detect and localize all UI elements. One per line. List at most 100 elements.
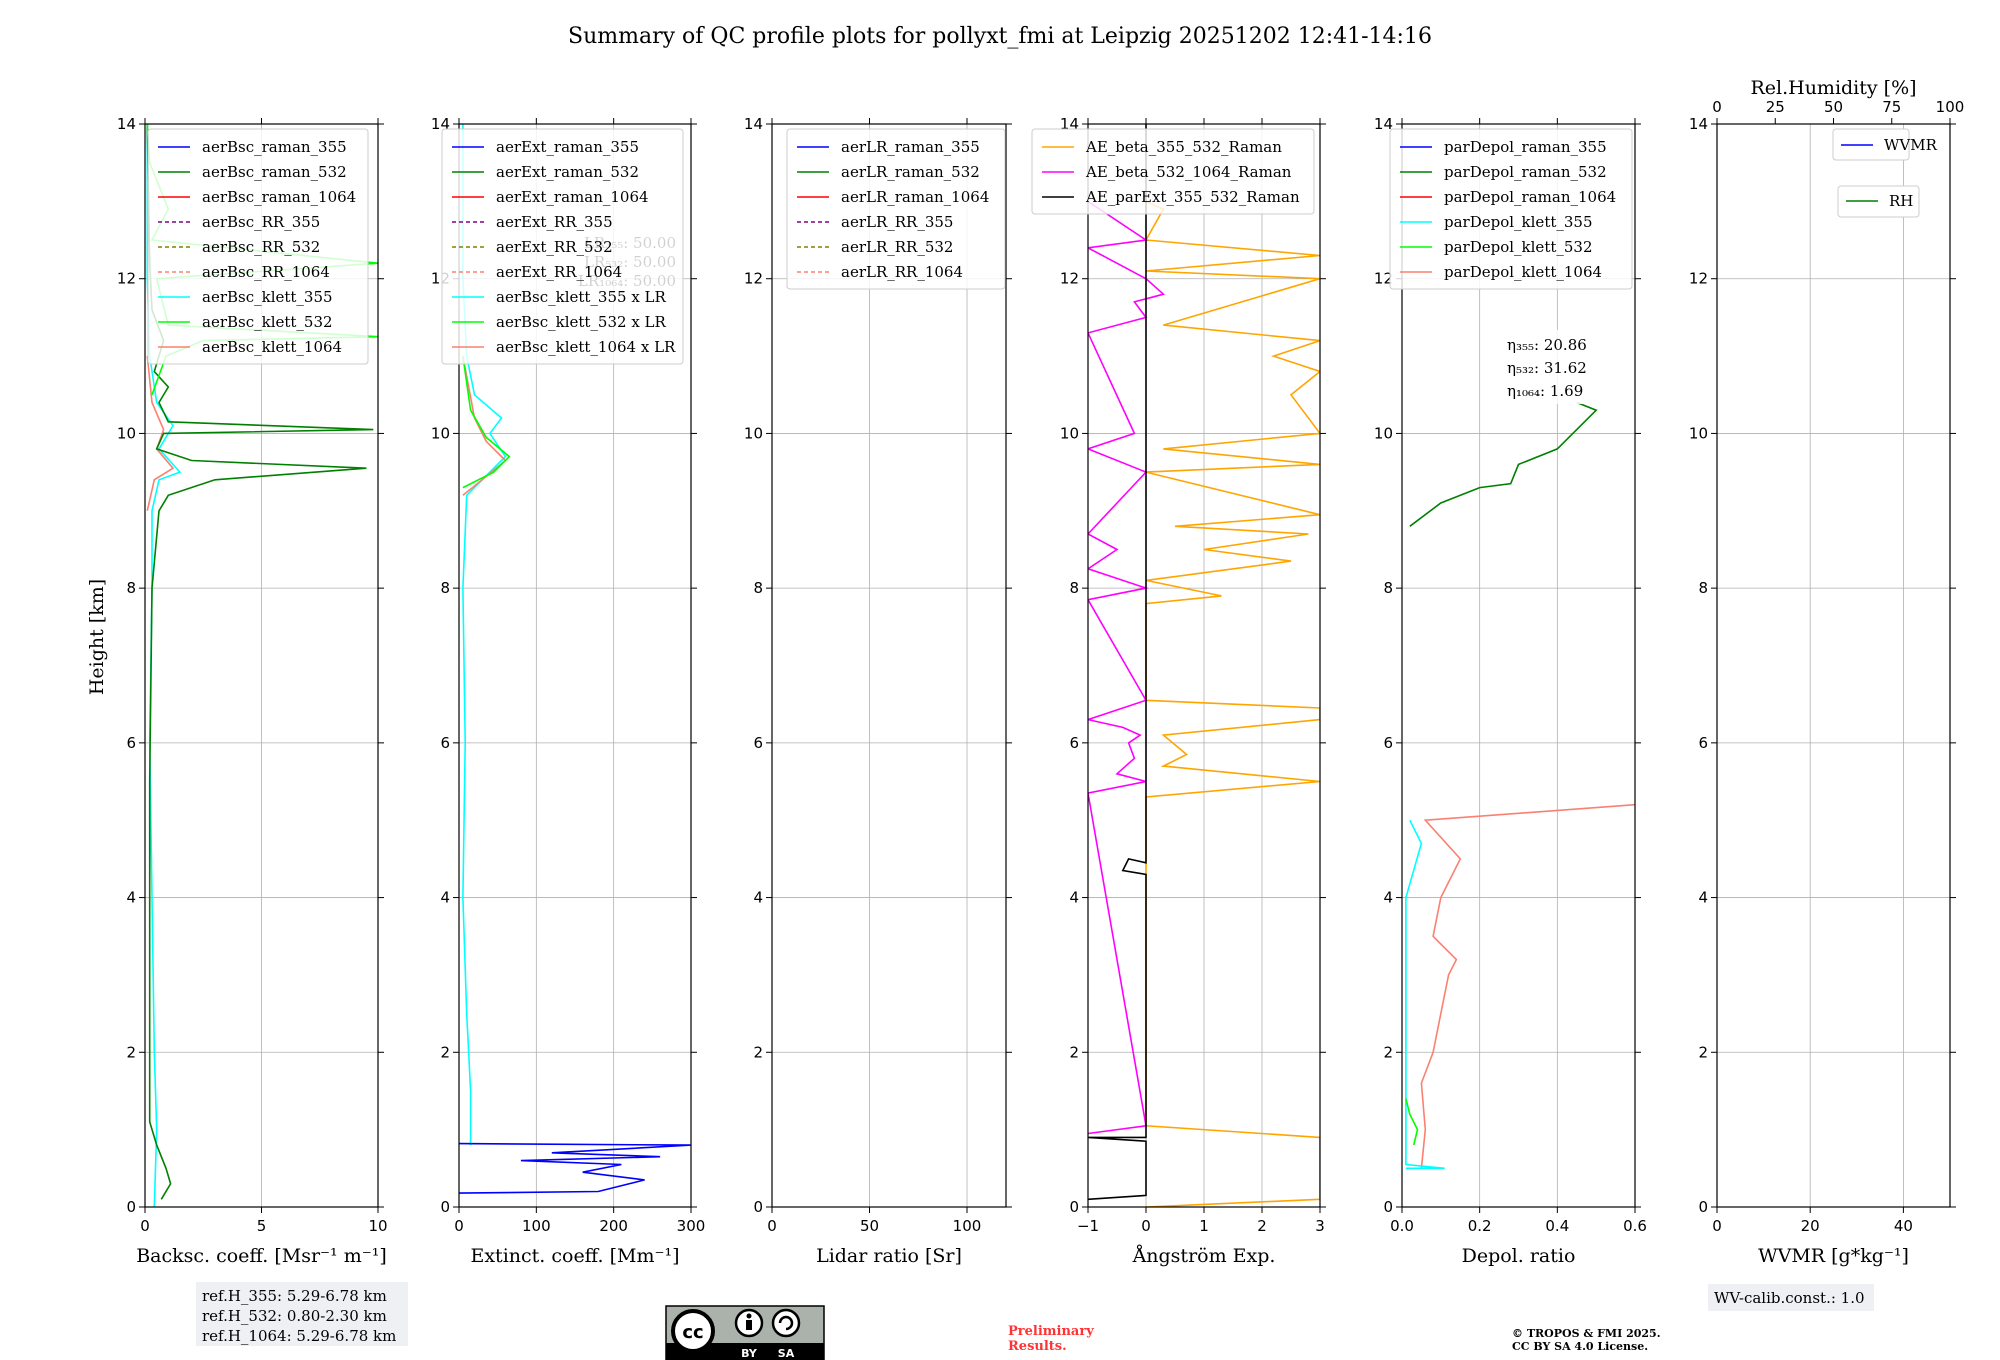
y-tick-label: 6: [1383, 734, 1393, 752]
cc-logo-letters: cc: [682, 1322, 703, 1343]
legend-entry: AE_beta_355_532_Raman: [1085, 138, 1282, 156]
panel-wv: 0 20 40 0 2 4 6 8 10 12 14 WVMR [g*kg⁻¹] 0 25 50 75 100 R…: [1689, 77, 1964, 1267]
x-tick-label: 300: [677, 1217, 706, 1235]
panel-depol: 0.0 0.2 0.4 0.6 0 2 4 6 8 10 12 14 Depol. ratio η₃₅₅:…: [1374, 115, 1647, 1267]
wv-calib-box: WV-calib.const.: 1.0: [1708, 1284, 1874, 1311]
y-tick-label: 4: [1698, 889, 1708, 907]
y-tick-label: 0: [753, 1198, 763, 1216]
legend: aerLR_raman_355 aerLR_raman_532 aerLR_rama…: [786, 128, 1006, 290]
series-line-parDepol_klett_532: [1405, 1098, 1419, 1146]
badge-label-sa: SA: [778, 1347, 795, 1360]
y-tick-label: 4: [126, 889, 136, 907]
legend-entry: parDepol_raman_355: [1444, 138, 1607, 156]
x-tick-label: 0: [767, 1217, 777, 1235]
y-tick-label: 4: [440, 889, 450, 907]
legend-entry: aerBsc_raman_355: [202, 138, 347, 156]
y-tick-label: 2: [753, 1043, 763, 1061]
legend-entry: aerBsc_klett_532 x LR: [496, 313, 667, 331]
x-axis-label: Backsc. coeff. [Msr⁻¹ m⁻¹]: [136, 1245, 387, 1267]
x-tick-label: 0: [1141, 1217, 1151, 1235]
y-tick-label: 14: [744, 115, 763, 133]
legend-entry: parDepol_raman_532: [1444, 163, 1607, 181]
wv-calib-bg: [1708, 1284, 1874, 1311]
series-line-aerBsc_klett_355: [146, 124, 182, 1207]
y-tick-label: 4: [1383, 889, 1393, 907]
ref-height-355: ref.H_355: 5.29-6.78 km: [202, 1287, 387, 1305]
eta-annotation: η₃₅₅: 20.86: [1507, 336, 1587, 354]
x-tick-label: 3: [1315, 1217, 1325, 1235]
y-tick-label: 10: [744, 424, 763, 442]
legend-entry: aerBsc_klett_1064: [202, 338, 342, 356]
y-tick-label: 6: [753, 734, 763, 752]
y-axis-label: Height [km]: [86, 579, 108, 695]
y-tick-label: 6: [1069, 734, 1079, 752]
x-axis-label: Lidar ratio [Sr]: [816, 1245, 962, 1267]
y-tick-label: 10: [1060, 424, 1079, 442]
legend-entry: aerLR_raman_355: [841, 138, 980, 156]
legend-entry: aerExt_raman_532: [496, 163, 639, 181]
y-tick-label: 8: [1698, 579, 1708, 597]
series-group: [1088, 124, 1320, 1207]
axes-frame: [771, 123, 1007, 1208]
y-tick-label: 8: [126, 579, 136, 597]
y-tick-label: 0: [1383, 1198, 1393, 1216]
legend-box: [441, 128, 684, 365]
y-tick-label: 12: [1060, 270, 1079, 288]
y-tick-label: 2: [1698, 1043, 1708, 1061]
x-tick-label: 20: [1801, 1217, 1820, 1235]
legend-entry: aerBsc_RR_355: [202, 213, 320, 231]
axes-frame: [458, 123, 692, 1208]
legend-entry: aerBsc_klett_355: [202, 288, 333, 306]
y-tick-label: 12: [1374, 270, 1393, 288]
figure-title: Summary of QC profile plots for pollyxt_…: [568, 24, 1432, 49]
panel-lr: 0 50 100 0 2 4 6 8 10 12 14 Lidar ratio [Sr] aerLR_r…: [744, 115, 1012, 1267]
legend-entry: aerBsc_klett_355 x LR: [496, 288, 667, 306]
legend-entry: aerLR_RR_532: [841, 238, 953, 256]
cc-license-badge: cc BY SA: [665, 1305, 825, 1360]
legend: parDepol_raman_355 parDepol_raman_532 parD…: [1389, 128, 1633, 290]
top-axis-label: Rel.Humidity [%]: [1750, 77, 1916, 99]
preliminary-note-line1: Preliminary: [1008, 1324, 1094, 1339]
y-tick-label: 12: [1689, 270, 1708, 288]
sa-sharealike-arrow: [778, 1315, 794, 1331]
legend-box: [1031, 128, 1315, 215]
x-tick-label: 0.4: [1545, 1217, 1569, 1235]
legend-entry: aerExt_RR_532: [496, 238, 613, 256]
series-line-parDepol_klett_355: [1405, 819, 1445, 1170]
legend: WVMR RH: [1832, 128, 1938, 218]
y-tick-label: 10: [1689, 424, 1708, 442]
legend-entry: parDepol_raman_1064: [1444, 188, 1616, 206]
y-tick-label: 10: [1374, 424, 1393, 442]
legend-entry: aerLR_RR_1064: [841, 263, 963, 281]
legend-entry: WVMR: [1884, 136, 1938, 154]
panel-bsc: 0 5 10 0 2 4 6 8 10 12 14 Backsc. coeff. [Msr⁻¹ m⁻¹…: [117, 115, 388, 1267]
y-tick-label: 0: [440, 1198, 450, 1216]
legend-entry: parDepol_klett_1064: [1444, 263, 1602, 281]
legend-entry: AE_beta_532_1064_Raman: [1085, 163, 1292, 181]
legend-box: [147, 128, 369, 365]
legend: aerExt_raman_355 aerExt_raman_532 aerExt_r…: [441, 128, 684, 365]
y-tick-label: 6: [126, 734, 136, 752]
top-tick-label: 100: [1936, 98, 1965, 116]
legend-entry: aerBsc_raman_1064: [202, 188, 356, 206]
top-tick-label: 25: [1766, 98, 1785, 116]
y-tick-label: 6: [440, 734, 450, 752]
legend-box: [786, 128, 1006, 290]
series-group: [459, 124, 691, 1194]
x-axis-label: Ångström Exp.: [1132, 1245, 1276, 1267]
y-tick-label: 2: [1069, 1043, 1079, 1061]
x-tick-label: 1: [1199, 1217, 1209, 1235]
top-tick-label: 0: [1712, 98, 1722, 116]
y-tick-label: 2: [126, 1043, 136, 1061]
x-axis-label: Extinct. coeff. [Mm⁻¹]: [470, 1245, 679, 1267]
x-tick-label: 0: [140, 1217, 150, 1235]
y-tick-label: 10: [117, 424, 136, 442]
y-tick-label: 10: [431, 424, 450, 442]
ref-height-532: ref.H_532: 0.80-2.30 km: [202, 1307, 387, 1325]
y-tick-label: 8: [753, 579, 763, 597]
legend-entry: AE_parExt_355_532_Raman: [1085, 188, 1300, 206]
